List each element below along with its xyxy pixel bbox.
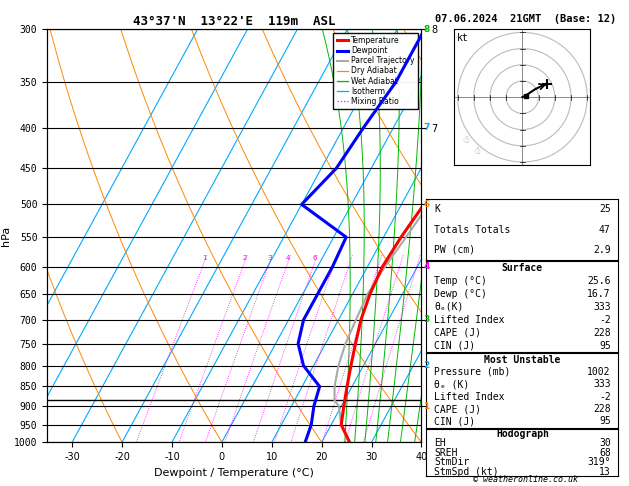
- Text: Totals Totals: Totals Totals: [434, 225, 511, 235]
- Text: 95: 95: [599, 341, 611, 351]
- Text: 228: 228: [593, 328, 611, 338]
- Text: CIN (J): CIN (J): [434, 417, 476, 427]
- Text: 3: 3: [423, 315, 430, 324]
- Text: Hodograph: Hodograph: [496, 429, 549, 439]
- Text: 13: 13: [599, 467, 611, 477]
- Text: 4: 4: [286, 255, 291, 261]
- Text: 3: 3: [267, 255, 272, 261]
- X-axis label: Dewpoint / Temperature (°C): Dewpoint / Temperature (°C): [154, 468, 314, 478]
- Text: Most Unstable: Most Unstable: [484, 354, 560, 364]
- Text: 6: 6: [313, 255, 317, 261]
- Legend: Temperature, Dewpoint, Parcel Trajectory, Dry Adiabat, Wet Adiabat, Isotherm, Mi: Temperature, Dewpoint, Parcel Trajectory…: [333, 33, 418, 109]
- Text: Surface: Surface: [502, 262, 543, 273]
- Text: Pressure (mb): Pressure (mb): [434, 367, 511, 377]
- Text: LCL: LCL: [425, 396, 442, 405]
- Text: 8: 8: [423, 25, 430, 34]
- Text: 25: 25: [599, 205, 611, 214]
- Text: 7: 7: [423, 123, 430, 132]
- Text: 2: 2: [423, 361, 430, 370]
- Text: CAPE (J): CAPE (J): [434, 328, 481, 338]
- Text: 6: 6: [423, 200, 430, 209]
- Text: 95: 95: [599, 417, 611, 427]
- Text: θₑ (K): θₑ (K): [434, 379, 469, 389]
- Text: PW (cm): PW (cm): [434, 245, 476, 255]
- Text: 47: 47: [599, 225, 611, 235]
- Text: 333: 333: [593, 379, 611, 389]
- Text: 333: 333: [593, 302, 611, 312]
- Y-axis label: hPa: hPa: [1, 226, 11, 246]
- Text: 68: 68: [599, 448, 611, 458]
- Text: -2: -2: [599, 315, 611, 325]
- Text: 4: 4: [423, 262, 430, 272]
- Text: 2.9: 2.9: [593, 245, 611, 255]
- Text: K: K: [434, 205, 440, 214]
- Text: StmDir: StmDir: [434, 457, 469, 467]
- Text: Temp (°C): Temp (°C): [434, 276, 487, 286]
- Text: 1: 1: [203, 255, 207, 261]
- Text: 16.7: 16.7: [587, 289, 611, 298]
- Y-axis label: km
ASL: km ASL: [448, 225, 466, 246]
- Text: 319°: 319°: [587, 457, 611, 467]
- Text: ☃: ☃: [472, 146, 481, 156]
- Text: StmSpd (kt): StmSpd (kt): [434, 467, 499, 477]
- Text: 30: 30: [599, 438, 611, 448]
- Text: ☃: ☃: [461, 135, 470, 144]
- Text: 1: 1: [423, 401, 430, 411]
- Text: SREH: SREH: [434, 448, 458, 458]
- Title: 43°37'N  13°22'E  119m  ASL: 43°37'N 13°22'E 119m ASL: [133, 15, 335, 28]
- Text: 1002: 1002: [587, 367, 611, 377]
- Text: Dewp (°C): Dewp (°C): [434, 289, 487, 298]
- Text: θₑ(K): θₑ(K): [434, 302, 464, 312]
- Text: EH: EH: [434, 438, 446, 448]
- Text: 07.06.2024  21GMT  (Base: 12): 07.06.2024 21GMT (Base: 12): [435, 14, 616, 24]
- Text: kt: kt: [457, 33, 469, 43]
- Text: CIN (J): CIN (J): [434, 341, 476, 351]
- Text: © weatheronline.co.uk: © weatheronline.co.uk: [473, 474, 577, 484]
- Text: -2: -2: [599, 392, 611, 402]
- Text: CAPE (J): CAPE (J): [434, 404, 481, 414]
- Text: 228: 228: [593, 404, 611, 414]
- Text: 2: 2: [243, 255, 247, 261]
- Text: 25.6: 25.6: [587, 276, 611, 286]
- Text: Lifted Index: Lifted Index: [434, 392, 504, 402]
- Text: Lifted Index: Lifted Index: [434, 315, 504, 325]
